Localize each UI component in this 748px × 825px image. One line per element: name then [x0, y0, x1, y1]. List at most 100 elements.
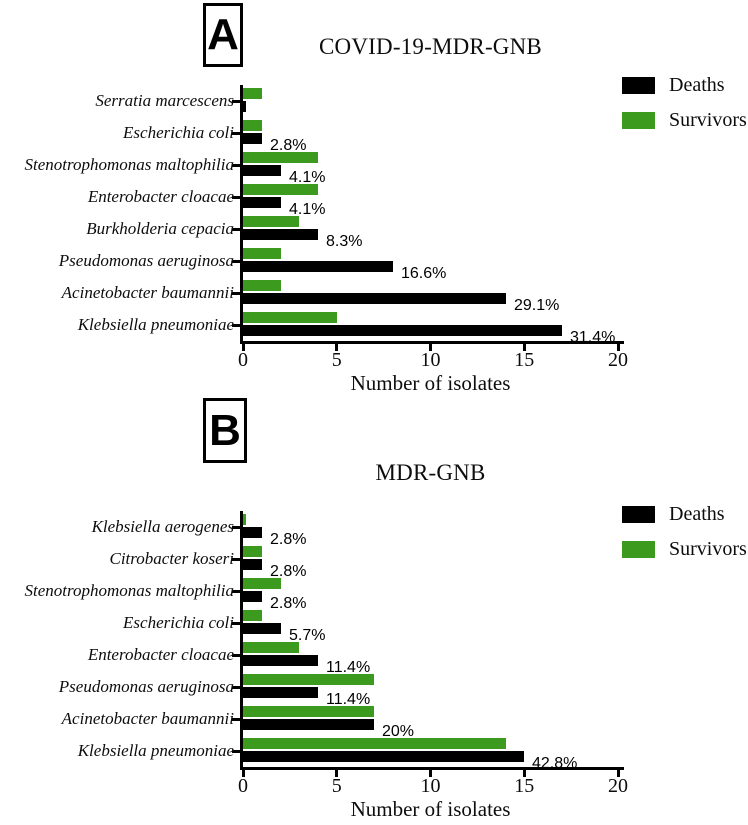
- bar-deaths: [243, 197, 281, 208]
- category-label: Acinetobacter baumannii: [61, 283, 234, 302]
- category-tick: [232, 589, 240, 593]
- x-tick: [616, 770, 620, 777]
- x-tick-label: 20: [608, 349, 628, 371]
- category-tick: [232, 621, 240, 625]
- category-tick: [232, 717, 240, 721]
- bar-deaths: [243, 719, 374, 730]
- category-label: Serratia marcescens: [95, 91, 234, 110]
- x-tick-label: 5: [331, 775, 342, 797]
- percent-label: 20%: [382, 722, 415, 740]
- category-tick: [232, 195, 240, 199]
- percent-label: 8.3%: [326, 232, 363, 250]
- percent-label: 2.8%: [270, 562, 307, 580]
- bar-survivors: [243, 642, 299, 653]
- x-tick-label: 15: [514, 349, 535, 371]
- bar-survivors: [243, 88, 262, 99]
- percent-label: 5.7%: [289, 626, 326, 644]
- bar-survivors: [243, 280, 281, 291]
- percent-label: 11.4%: [326, 690, 371, 708]
- x-axis: [240, 341, 624, 344]
- x-tick: [241, 770, 245, 777]
- percent-label: 4.1%: [289, 168, 326, 186]
- bar-survivors: [243, 312, 337, 323]
- legend-label-deaths: Deaths: [669, 503, 725, 525]
- x-tick: [522, 770, 526, 777]
- category-tick: [232, 653, 240, 657]
- percent-label: 2.8%: [270, 136, 307, 154]
- category-label: Pseudomonas aeruginosa: [58, 251, 234, 270]
- panel-label-box-a: A: [203, 3, 243, 67]
- category-label: Burkholderia cepacia: [86, 219, 234, 238]
- category-tick: [232, 323, 240, 327]
- bar-survivors: [243, 514, 246, 525]
- percent-label: 4.1%: [289, 200, 326, 218]
- x-tick-label: 15: [514, 775, 535, 797]
- x-tick-label: 0: [238, 349, 248, 371]
- bar-survivors: [243, 152, 318, 163]
- percent-label: 2.8%: [270, 594, 307, 612]
- bar-deaths: [243, 623, 281, 634]
- chart-title-a: COVID-19-MDR-GNB: [319, 34, 542, 59]
- bar-deaths: [243, 101, 246, 112]
- category-label: Acinetobacter baumannii: [61, 709, 234, 728]
- x-tick: [616, 344, 620, 351]
- legend-label-survivors: Survivors: [669, 538, 747, 560]
- legend-swatch-survivors: [622, 111, 655, 129]
- percent-label: 11.4%: [326, 658, 371, 676]
- category-tick: [232, 227, 240, 231]
- bar-survivors: [243, 706, 374, 717]
- bar-deaths: [243, 751, 524, 762]
- category-tick: [232, 685, 240, 689]
- bar-survivors: [243, 248, 281, 259]
- category-tick: [232, 131, 240, 135]
- x-tick: [335, 770, 339, 777]
- bar-deaths: [243, 133, 262, 144]
- legend-item-deaths: Deaths: [622, 504, 747, 524]
- bar-deaths: [243, 261, 393, 272]
- category-tick: [232, 99, 240, 103]
- category-label: Pseudomonas aeruginosa: [58, 677, 234, 696]
- bar-deaths: [243, 559, 262, 570]
- category-label: Escherichia coli: [123, 613, 234, 632]
- panel-label-a: A: [207, 10, 239, 59]
- bar-deaths: [243, 325, 562, 336]
- bar-survivors: [243, 610, 262, 621]
- legend-item-deaths: Deaths: [622, 75, 747, 95]
- bar-survivors: [243, 578, 281, 589]
- legend-label-survivors: Survivors: [669, 109, 747, 131]
- category-tick: [232, 259, 240, 263]
- panel-label-b: B: [209, 405, 241, 455]
- category-label: Stenotrophomonas maltophilia: [24, 155, 234, 174]
- x-tick-label: 10: [420, 775, 441, 797]
- category-label: Enterobacter cloacae: [87, 645, 234, 664]
- x-axis-title-b: Number of isolates: [350, 797, 511, 821]
- legend-label-deaths: Deaths: [669, 74, 725, 96]
- category-label: Escherichia coli: [123, 123, 234, 142]
- percent-label: 16.6%: [401, 264, 447, 282]
- panel-label-box-b: B: [203, 398, 247, 463]
- x-tick-label: 10: [420, 349, 441, 371]
- legend-swatch-deaths: [622, 76, 655, 94]
- x-tick-label: 20: [608, 775, 628, 797]
- legend-swatch-deaths: [622, 505, 655, 523]
- category-label: Citrobacter koseri: [109, 549, 235, 568]
- x-tick: [335, 344, 339, 351]
- legend-swatch-survivors: [622, 540, 655, 558]
- category-label: Stenotrophomonas maltophilia: [24, 581, 234, 600]
- percent-label: 2.8%: [270, 530, 307, 548]
- bar-survivors: [243, 546, 262, 557]
- percent-label: 29.1%: [514, 296, 560, 314]
- bar-survivors: [243, 738, 506, 749]
- x-tick: [429, 770, 432, 777]
- category-label: Klebsiella aerogenes: [91, 517, 234, 536]
- category-tick: [232, 557, 240, 561]
- chart-title-b: MDR-GNB: [375, 460, 486, 485]
- percent-label: 31.4%: [570, 328, 616, 346]
- percent-label: 42.8%: [532, 754, 578, 772]
- category-tick: [232, 291, 240, 295]
- bar-survivors: [243, 674, 374, 685]
- legend-b: Deaths Survivors: [622, 504, 747, 559]
- category-tick: [232, 163, 240, 167]
- bar-deaths: [243, 687, 318, 698]
